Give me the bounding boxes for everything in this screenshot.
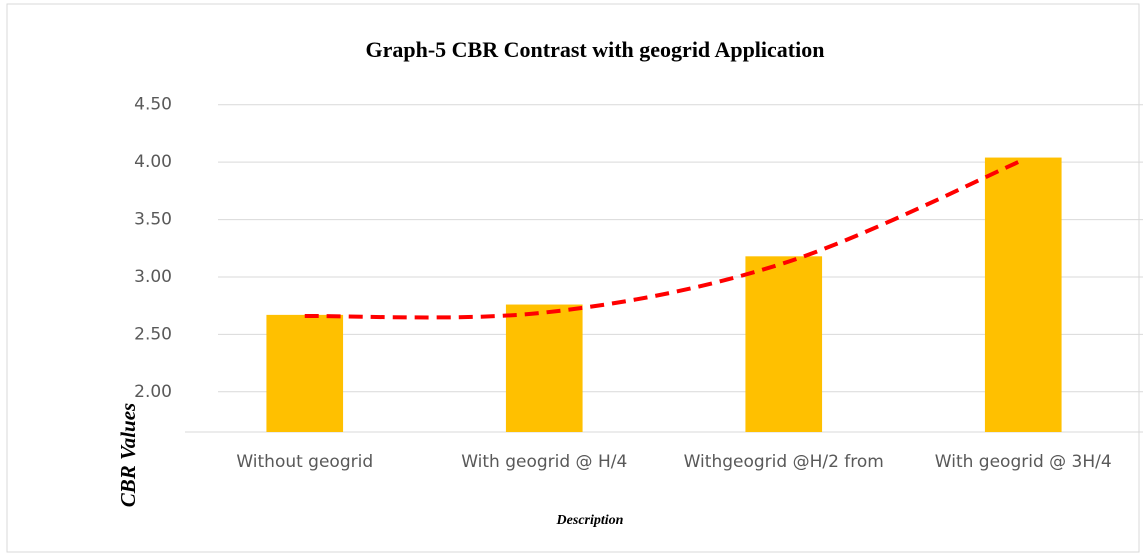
x-tick-label: Without geogrid: [236, 452, 373, 472]
bar: [266, 314, 344, 432]
chart-frame: [6, 3, 1140, 553]
bar: [984, 157, 1062, 432]
y-axis-label: CBR Values: [116, 403, 140, 507]
x-axis-label: Description: [556, 513, 624, 528]
y-tick-label: 4.50: [134, 95, 172, 115]
y-tick-label: 3.00: [134, 267, 172, 287]
bar: [505, 304, 583, 432]
chart-title: Graph-5 CBR Contrast with geogrid Applic…: [366, 37, 825, 62]
y-tick-label: 3.50: [134, 210, 172, 230]
y-tick-label: 2.00: [134, 382, 172, 402]
y-tick-label: 2.50: [134, 324, 172, 344]
x-tick-label: Withgeogrid @H/2 from: [684, 452, 884, 472]
x-tick-label: With geogrid @ H/4: [461, 452, 627, 472]
x-tick-label: With geogrid @ 3H/4: [935, 452, 1112, 472]
bar: [745, 256, 823, 432]
y-tick-label: 4.00: [134, 152, 172, 172]
